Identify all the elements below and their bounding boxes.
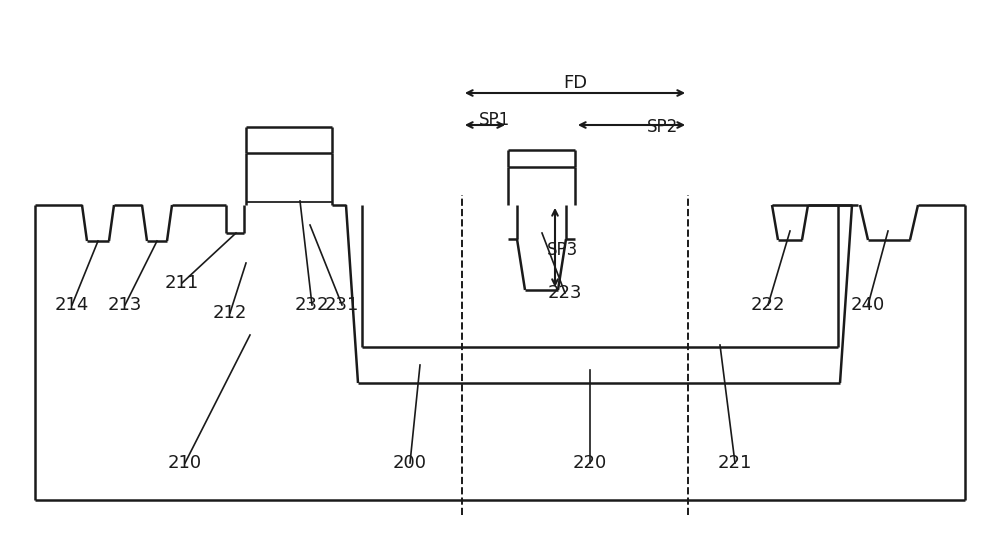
Text: 220: 220 xyxy=(573,454,607,472)
Text: 210: 210 xyxy=(168,454,202,472)
Text: 222: 222 xyxy=(751,296,785,314)
Text: 213: 213 xyxy=(108,296,142,314)
Text: 214: 214 xyxy=(55,296,89,314)
Text: 223: 223 xyxy=(548,284,582,302)
Text: SP1: SP1 xyxy=(479,111,511,129)
Text: 231: 231 xyxy=(325,296,359,314)
Text: 232: 232 xyxy=(295,296,329,314)
Text: 240: 240 xyxy=(851,296,885,314)
Text: 211: 211 xyxy=(165,274,199,292)
Text: SP2: SP2 xyxy=(646,118,678,136)
Text: FD: FD xyxy=(563,74,587,92)
Text: 200: 200 xyxy=(393,454,427,472)
Text: SP3: SP3 xyxy=(546,241,578,259)
Text: 221: 221 xyxy=(718,454,752,472)
Text: 212: 212 xyxy=(213,304,247,322)
